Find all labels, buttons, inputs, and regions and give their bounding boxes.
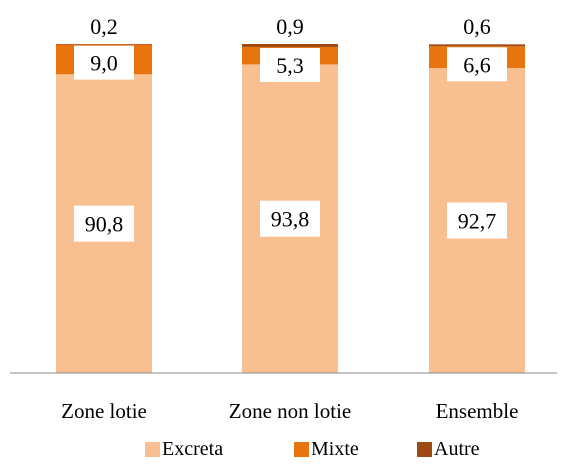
legend-swatch-excreta bbox=[145, 442, 160, 457]
data-label-autre-1: 0,2 bbox=[90, 14, 118, 39]
bar-autre-1 bbox=[56, 44, 152, 45]
bars-group: 90,8 9,0 0,2 93,8 5,3 0,9 92,7 6,6 0,6 bbox=[56, 14, 525, 373]
data-label-mixte-1: 9,0 bbox=[74, 45, 134, 80]
legend-item-mixte: Mixte bbox=[294, 438, 359, 461]
data-label-autre-3: 0,6 bbox=[463, 14, 491, 39]
data-label-excreta-1: 90,8 bbox=[74, 205, 134, 242]
bar-autre-3 bbox=[429, 44, 525, 47]
legend: Excreta Mixte Autre bbox=[0, 438, 567, 464]
bar-autre-2 bbox=[242, 44, 338, 47]
data-label-autre-2: 0,9 bbox=[276, 14, 304, 39]
data-label-excreta-3: 92,7 bbox=[447, 202, 507, 239]
data-label-mixte-3: 6,6 bbox=[447, 47, 507, 82]
svg-text:6,6: 6,6 bbox=[463, 52, 491, 77]
svg-text:92,7: 92,7 bbox=[458, 209, 497, 234]
category-label-1: Zone lotie bbox=[61, 399, 147, 423]
legend-item-excreta: Excreta bbox=[145, 438, 223, 461]
legend-swatch-autre bbox=[417, 442, 432, 457]
legend-label-autre: Autre bbox=[434, 438, 480, 460]
svg-text:5,3: 5,3 bbox=[276, 53, 304, 78]
data-label-mixte-2: 5,3 bbox=[260, 47, 320, 82]
svg-text:9,0: 9,0 bbox=[90, 51, 118, 76]
data-label-excreta-2: 93,8 bbox=[260, 200, 320, 237]
legend-item-autre: Autre bbox=[417, 438, 480, 461]
category-label-2: Zone non lotie bbox=[229, 399, 351, 423]
svg-text:93,8: 93,8 bbox=[271, 207, 310, 232]
svg-text:90,8: 90,8 bbox=[85, 212, 124, 237]
legend-swatch-mixte bbox=[294, 442, 309, 457]
legend-label-mixte: Mixte bbox=[311, 438, 359, 460]
category-labels: Zone lotie Zone non lotie Ensemble bbox=[61, 399, 518, 423]
category-label-3: Ensemble bbox=[436, 399, 519, 423]
legend-label-excreta: Excreta bbox=[162, 438, 224, 460]
